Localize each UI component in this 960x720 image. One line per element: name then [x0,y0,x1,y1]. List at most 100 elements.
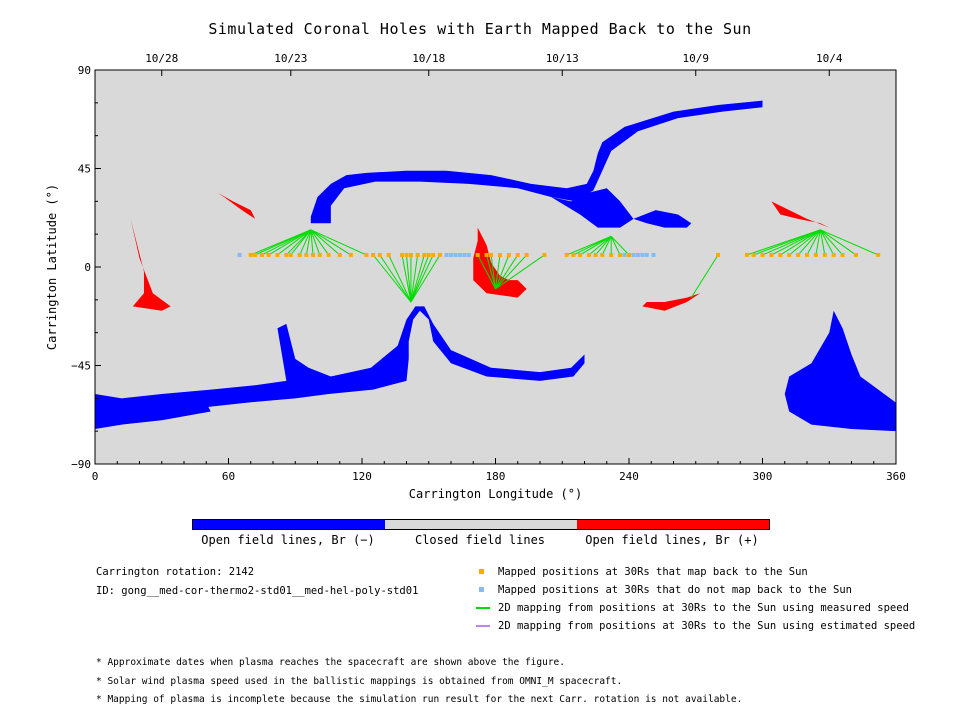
mapping-line-1-7 [410,254,425,303]
mapping-line-0-10 [310,229,321,256]
mapping-line-5-6 [797,229,821,256]
chart-title: Simulated Coronal Holes with Earth Mappe… [208,20,752,38]
mapping-line-0-2 [261,229,312,256]
mapping-line-0-13 [310,229,352,256]
mapping-line-2-6 [495,254,528,290]
open-positive-region-1 [217,192,256,219]
coronal-hole-map: 0 60 120 180 240 300 360 −90 −45 0 45 90 10/28 10/23 1… [45,52,906,501]
mapped-point-56 [853,252,858,257]
mapped-point-1 [253,252,258,257]
mapped-point-3 [266,252,271,257]
unmapped-point-11 [640,252,645,257]
legend-mapped-label: Mapped positions at 30Rs that map back t… [498,566,808,578]
mapped-point-22 [422,252,427,257]
mapped-point-40 [609,252,614,257]
mapped-point-24 [431,252,436,257]
x-tick-label-0: 0 [92,470,99,483]
mapped-point-54 [831,252,836,257]
mapped-point-34 [564,252,569,257]
mapped-point-30 [506,252,511,257]
x-axis-label: Carrington Longitude (°) [409,487,582,501]
mapping-lines [250,229,879,303]
mapping-line-1-8 [410,254,430,303]
unmapped-point-3 [453,252,458,257]
top-date-label-0: 10/28 [145,52,178,65]
mapped-point-2 [259,252,264,257]
field-regions [95,100,896,432]
top-date-label-5: 10/4 [816,52,843,65]
unmapped-point-4 [457,252,462,257]
mapping-line-1-2 [388,254,412,303]
x-tick-label-1: 60 [222,470,235,483]
mapped-point-37 [586,252,591,257]
mapped-point-51 [805,252,809,257]
mapping-line-5-11 [819,229,843,256]
mapping-line-2-1 [486,254,496,290]
mapping-line-5-4 [780,229,821,256]
mapping-line-3-1 [573,235,612,256]
colorbar-label-open-positive: Open field lines, Br (+) [585,533,759,547]
unmapped-point-5 [462,252,467,257]
mapped-point-20 [408,252,413,257]
mapped-point-38 [593,252,598,257]
x-tick-label-4: 240 [619,470,639,483]
legend-measured-label: 2D mapping from positions at 30Rs to the… [498,602,909,614]
mapping-line-1-4 [406,254,412,303]
y-axis-label: Carrington Latitude (°) [45,184,59,350]
mapping-line-5-13 [820,229,879,256]
mapping-line-0-6 [290,229,312,256]
mapped-point-6 [288,252,293,257]
carrington-rotation: Carrington rotation: 2142 [96,566,255,578]
colorbar-label-open-negative: Open field lines, Br (−) [201,533,375,547]
mapping-line-0-8 [305,229,312,256]
mapping-line-5-5 [788,229,821,256]
mapped-point-23 [426,252,431,257]
mapped-point-29 [497,252,502,257]
mapped-point-42 [627,252,631,257]
mapping-line-1-10 [410,254,441,303]
mapped-point-45 [751,252,756,257]
mapping-line-5-9 [819,229,826,256]
mapping-line-5-1 [753,229,821,256]
mapping-line-0-5 [285,229,312,256]
open-negative-region-5 [95,402,211,429]
open-positive-region-2 [473,227,527,298]
legend-mapped-marker [479,569,484,574]
unmapped-point-6 [466,252,471,257]
mapped-point-5 [284,252,289,257]
colorbar-open-negative [193,520,385,529]
mapping-line-4-0 [690,254,719,298]
note-wind-speed: * Solar wind plasma speed used in the ba… [96,676,623,687]
mapping-line-1-3 [401,254,412,303]
y-tick-label-3: 45 [78,163,91,176]
note-dates: * Approximate dates when plasma reaches … [96,657,565,668]
mapped-point-0 [248,252,253,257]
mapping-line-0-7 [299,229,312,256]
mapped-point-46 [760,252,765,257]
mapped-point-14 [364,252,369,257]
mapping-line-1-0 [372,254,412,303]
legend-measured-line [476,607,490,609]
mapped-point-21 [415,252,420,257]
mapping-line-5-12 [820,229,857,256]
mapped-point-18 [400,252,405,257]
mapping-line-0-12 [310,229,341,256]
open-negative-region-2 [633,210,692,228]
open-positive-region-3 [642,293,701,311]
mapped-point-39 [600,252,605,257]
top-date-label-2: 10/18 [412,52,445,65]
mapped-point-52 [813,252,818,257]
y-tick-label-0: −90 [71,458,91,471]
x-tick-label-3: 180 [486,470,506,483]
mapped-point-4 [275,252,280,257]
mapping-line-2-3 [495,254,501,289]
open-negative-region-4 [784,310,896,432]
mapping-line-3-8 [610,236,630,256]
mapping-line-1-1 [379,254,412,303]
top-date-label-4: 10/9 [683,52,710,65]
colorbar-label-closed: Closed field lines [414,533,546,547]
mapped-point-44 [744,252,749,257]
mapping-line-3-7 [610,236,621,256]
mapping-line-0-4 [277,229,312,256]
mapping-line-2-4 [495,254,510,290]
